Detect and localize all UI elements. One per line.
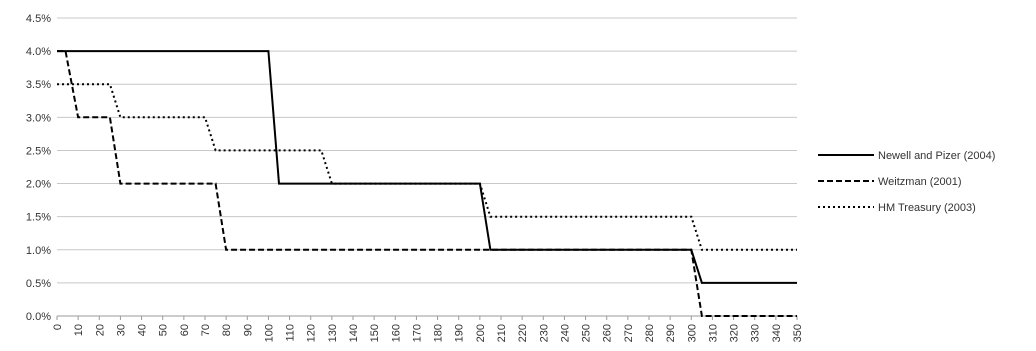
x-tick-label: 160 <box>390 324 402 342</box>
x-tick-label: 0 <box>52 324 64 330</box>
y-tick-label: 2.0% <box>26 179 51 191</box>
x-tick-label: 310 <box>707 324 719 342</box>
x-tick-label: 30 <box>115 324 127 336</box>
x-tick-label: 40 <box>137 324 149 336</box>
x-tick-label: 110 <box>285 324 297 342</box>
x-tick-label: 220 <box>517 324 529 342</box>
x-tick-label: 210 <box>496 324 508 342</box>
x-tick-label: 150 <box>369 324 381 342</box>
x-tick-label: 290 <box>665 324 677 342</box>
x-tick-label: 230 <box>538 324 550 342</box>
x-axis: 0 10 20 30 40 50 60 70 80 90 100 110 120 130 140 150 160… <box>52 316 804 342</box>
x-tick-label: 330 <box>750 324 762 342</box>
legend-label: HM Treasury (2003) <box>878 202 976 214</box>
x-tick-label: 280 <box>644 324 656 342</box>
x-tick-label: 60 <box>179 324 191 336</box>
x-tick-label: 90 <box>242 324 254 336</box>
x-tick-label: 270 <box>623 324 635 342</box>
x-tick-label: 120 <box>306 324 318 342</box>
x-tick-label: 240 <box>559 324 571 342</box>
y-tick-label: 3.0% <box>26 112 51 124</box>
x-tick-label: 190 <box>454 324 466 342</box>
y-tick-label: 0.5% <box>26 278 51 290</box>
y-tick-label: 0.0% <box>26 311 51 323</box>
x-tick-label: 340 <box>771 324 783 342</box>
x-tick-label: 180 <box>433 324 445 342</box>
y-tick-label: 1.0% <box>26 245 51 257</box>
legend: Newell and Pizer (2004) Weitzman (2001) HM… <box>818 150 995 214</box>
x-tick-label: 20 <box>94 324 106 336</box>
legend-label: Newell and Pizer (2004) <box>878 150 995 162</box>
series-line-1 <box>57 50 797 284</box>
x-tick-label: 200 <box>475 324 487 342</box>
gridlines <box>57 17 797 317</box>
y-tick-label: 3.5% <box>26 79 51 91</box>
x-tick-label: 260 <box>602 324 614 342</box>
legend-label: Weitzman (2001) <box>878 176 962 188</box>
x-tick-label: 170 <box>411 324 423 342</box>
x-tick-label: 80 <box>221 324 233 336</box>
series-lines <box>57 50 797 317</box>
y-tick-label: 4.0% <box>26 46 51 58</box>
y-axis: 0.0% 0.5% 1.0% 1.5% 2.0% 2.5% 3.0% 3.5% 4.0% 4.5% <box>26 13 51 323</box>
y-tick-label: 1.5% <box>26 212 51 224</box>
x-tick-label: 130 <box>327 324 339 342</box>
x-tick-label: 250 <box>581 324 593 342</box>
series-line-3 <box>57 83 797 251</box>
x-tick-label: 300 <box>686 324 698 342</box>
x-tick-label: 50 <box>158 324 170 336</box>
x-tick-label: 140 <box>348 324 360 342</box>
x-tick-label: 350 <box>792 324 804 342</box>
series-line-2 <box>57 50 797 317</box>
x-tick-label: 70 <box>200 324 212 336</box>
x-tick-label: 10 <box>73 324 85 336</box>
y-tick-label: 2.5% <box>26 145 51 157</box>
x-tick-label: 320 <box>729 324 741 342</box>
y-tick-label: 4.5% <box>26 13 51 25</box>
x-tick-label: 100 <box>263 324 275 342</box>
